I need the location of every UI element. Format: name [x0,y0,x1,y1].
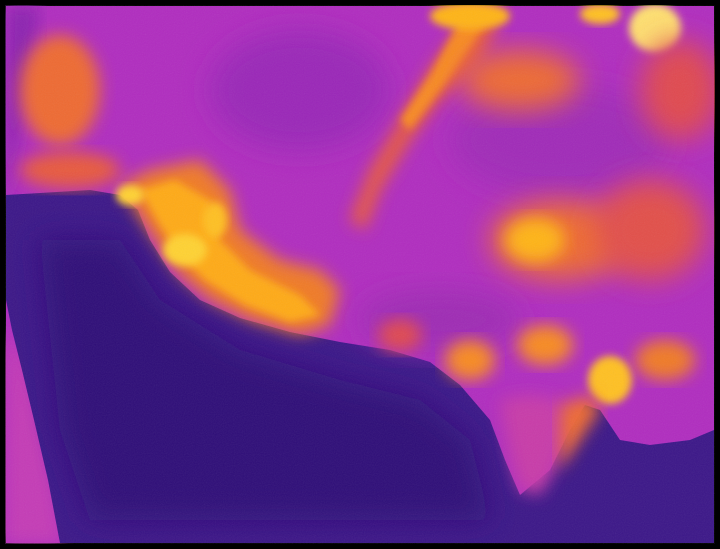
sensor-noise [6,6,714,543]
